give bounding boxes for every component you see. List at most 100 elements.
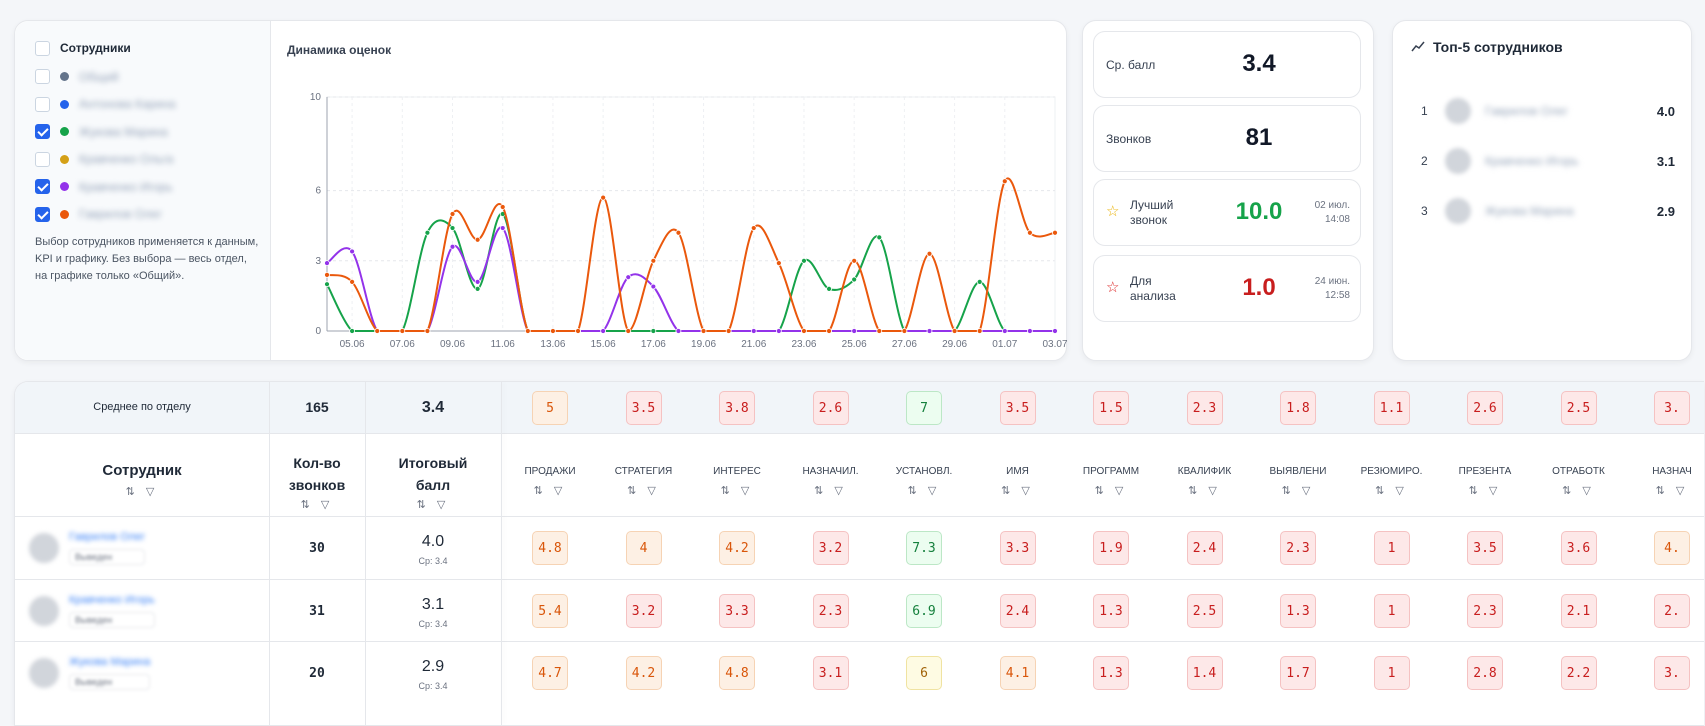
employee-filter-item[interactable]: Кравченко Ольга [35,146,270,174]
criteria-sort-filter[interactable]: ⇅ ▽ [720,485,754,497]
top5-item[interactable]: 1 Гаврилов Олег 4.0 [1421,96,1675,126]
top5-item[interactable]: 2 Кравченко Игорь 3.1 [1421,146,1675,176]
series-point[interactable] [650,328,657,334]
employee-header[interactable]: Сотрудники [35,39,270,57]
criteria-sort-filter[interactable]: ⇅ ▽ [1188,485,1221,497]
series-point[interactable] [876,328,883,334]
series-point[interactable] [976,278,983,285]
series-point[interactable] [675,328,682,334]
series-point[interactable] [1026,229,1033,236]
criteria-sort-filter[interactable]: ⇅ ▽ [1375,485,1408,497]
series-point[interactable] [1026,328,1033,334]
series-point[interactable] [449,243,456,250]
col-score[interactable]: Итоговый балл [365,452,501,496]
series-point[interactable] [625,274,632,281]
criteria-header[interactable]: НАЗНАЧ [1652,466,1692,477]
series-point[interactable] [349,328,356,334]
series-point[interactable] [474,278,481,285]
series-point[interactable] [424,328,431,334]
criteria-sort-filter[interactable]: ⇅ ▽ [1094,485,1128,497]
series-point[interactable] [449,225,456,231]
col-score-sort-filter[interactable]: ⇅ ▽ [416,499,450,511]
series-point[interactable] [499,204,506,210]
criteria-sort-filter[interactable]: ⇅ ▽ [1468,485,1502,497]
employee-filter-item[interactable]: Гаврилов Олег [35,201,270,229]
series-point[interactable] [449,211,456,217]
series-point[interactable] [424,229,431,236]
top5-item[interactable]: 3 Жукова Марина 2.9 [1421,196,1675,226]
series-point[interactable] [976,328,983,334]
criteria-header[interactable]: ВЫЯВЛЕНИ [1269,466,1327,477]
employee-link[interactable]: Кравченко Игорь [69,594,155,606]
criteria-sort-filter[interactable]: ⇅ ▽ [1655,485,1689,497]
col-calls[interactable]: Кол-во звонков [269,452,365,496]
series-point[interactable] [926,250,933,257]
criteria-sort-filter[interactable]: ⇅ ▽ [1281,485,1315,497]
series-point[interactable] [399,328,406,334]
series-point[interactable] [750,328,757,334]
series-point[interactable] [600,328,607,334]
series-point[interactable] [650,257,657,264]
col-employee[interactable]: Сотрудник [102,462,182,479]
col-calls-sort-filter[interactable]: ⇅ ▽ [300,499,334,511]
series-point[interactable] [851,276,858,283]
series-point[interactable] [499,225,506,231]
criteria-header[interactable]: ПРОГРАММ [1082,466,1140,477]
series-point[interactable] [324,260,330,267]
criteria-header[interactable]: РЕЗЮМИРО. [1360,466,1423,477]
series-point[interactable] [801,257,807,264]
criteria-header[interactable]: ИНТЕРЕС [713,466,761,477]
series-point[interactable] [1001,328,1008,334]
employee-checkbox[interactable] [35,124,50,140]
series-point[interactable] [876,234,883,241]
col-employee-sort-filter[interactable]: ⇅ ▽ [125,486,159,498]
criteria-sort-filter[interactable]: ⇅ ▽ [907,485,941,497]
series-point[interactable] [1052,229,1058,236]
criteria-header[interactable]: ПРОДАЖИ [524,466,576,477]
criteria-sort-filter[interactable]: ⇅ ▽ [814,485,847,497]
criteria-sort-filter[interactable]: ⇅ ▽ [533,485,567,497]
series-point[interactable] [675,229,682,236]
series-point[interactable] [349,278,356,285]
series-point[interactable] [324,281,330,288]
select-all-checkbox[interactable] [35,40,50,56]
series-point[interactable] [550,328,556,334]
series-point[interactable] [474,236,481,243]
series-point[interactable] [625,328,632,334]
series-point[interactable] [750,225,757,231]
series-point[interactable] [575,328,581,334]
series-point[interactable] [826,285,832,292]
series-point[interactable] [474,285,481,292]
series-point[interactable] [826,328,832,334]
criteria-header[interactable]: ИМЯ [1006,466,1029,477]
employee-filter-item[interactable]: Антонова Карина [35,91,270,119]
criteria-header[interactable]: ПРЕЗЕНТА [1458,466,1512,477]
employee-filter-item[interactable]: Жукова Марина [35,118,270,146]
series-point[interactable] [374,328,381,334]
series-point[interactable] [851,328,858,334]
employee-filter-item[interactable]: Кравченко Игорь [35,173,270,201]
criteria-sort-filter[interactable]: ⇅ ▽ [1001,485,1034,497]
series-point[interactable] [324,271,330,278]
series-point[interactable] [901,328,908,334]
employee-checkbox[interactable] [35,96,50,112]
series-point[interactable] [524,328,531,334]
criteria-header[interactable]: УСТАНОВЛ. [895,466,953,477]
series-point[interactable] [775,328,782,334]
series-point[interactable] [926,328,933,334]
kpi-best-call[interactable]: ☆ Лучший звонок 10.0 02 июл. 14:08 [1093,179,1361,246]
employee-checkbox[interactable] [35,206,50,222]
kpi-worst-call[interactable]: ☆ Для анализа 1.0 24 июн. 12:58 [1093,255,1361,322]
series-point[interactable] [801,328,807,334]
criteria-sort-filter[interactable]: ⇅ ▽ [627,485,660,497]
series-point[interactable] [725,328,732,334]
criteria-header[interactable]: ОТРАБОТК [1552,466,1605,477]
series-point[interactable] [775,260,782,267]
criteria-sort-filter[interactable]: ⇅ ▽ [1562,485,1595,497]
employee-checkbox[interactable] [35,69,50,85]
series-point[interactable] [600,194,607,201]
series-point[interactable] [851,257,858,264]
employee-filter-item[interactable]: Общий [35,63,270,91]
criteria-header[interactable]: НАЗНАЧИЛ. [802,466,859,477]
series-point[interactable] [650,283,657,290]
